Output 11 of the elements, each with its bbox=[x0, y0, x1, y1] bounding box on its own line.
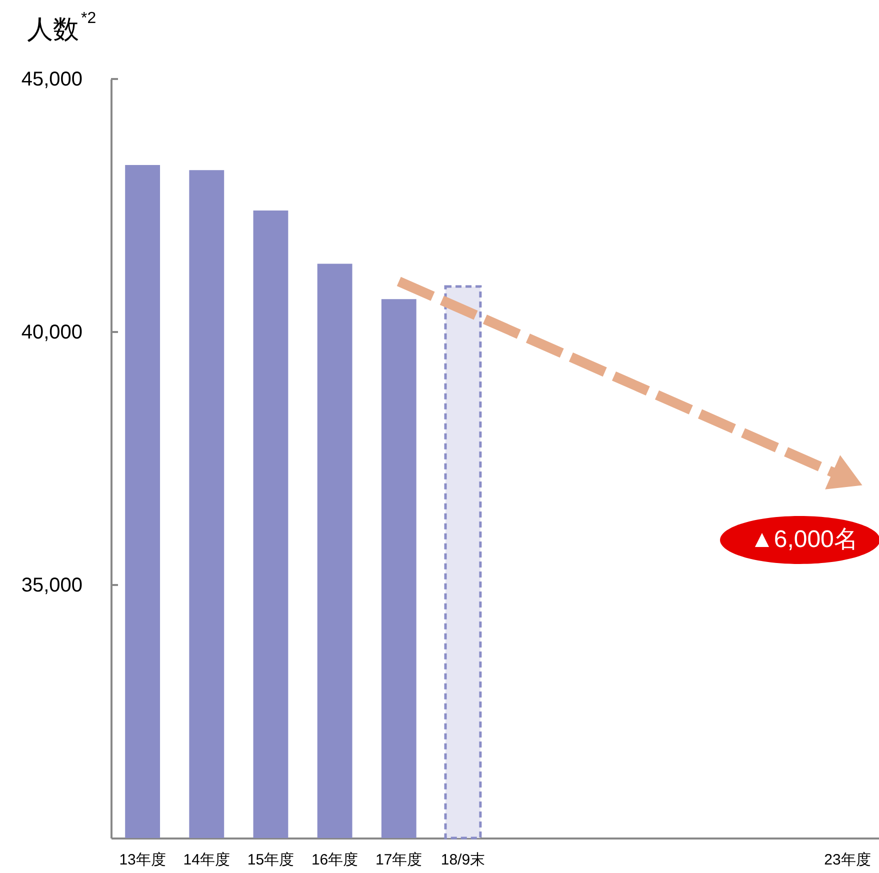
x-tick-label: 18/9末 bbox=[440, 852, 486, 868]
x-tick-label: 23年度 bbox=[824, 852, 871, 868]
x-tick-label: 14年度 bbox=[183, 852, 230, 868]
annotation: ▲6,000名 bbox=[750, 526, 858, 553]
y-tick-label: 45,000 bbox=[21, 68, 82, 90]
x-tick-label: 15年度 bbox=[247, 852, 294, 868]
x-tick-label: 13年度 bbox=[119, 852, 166, 868]
y-tick-label: 35,000 bbox=[21, 574, 82, 596]
x-tick-label: 17年度 bbox=[376, 852, 422, 868]
x-tick-label: 16年度 bbox=[311, 852, 358, 868]
y-tick-label: 40,000 bbox=[21, 322, 82, 344]
